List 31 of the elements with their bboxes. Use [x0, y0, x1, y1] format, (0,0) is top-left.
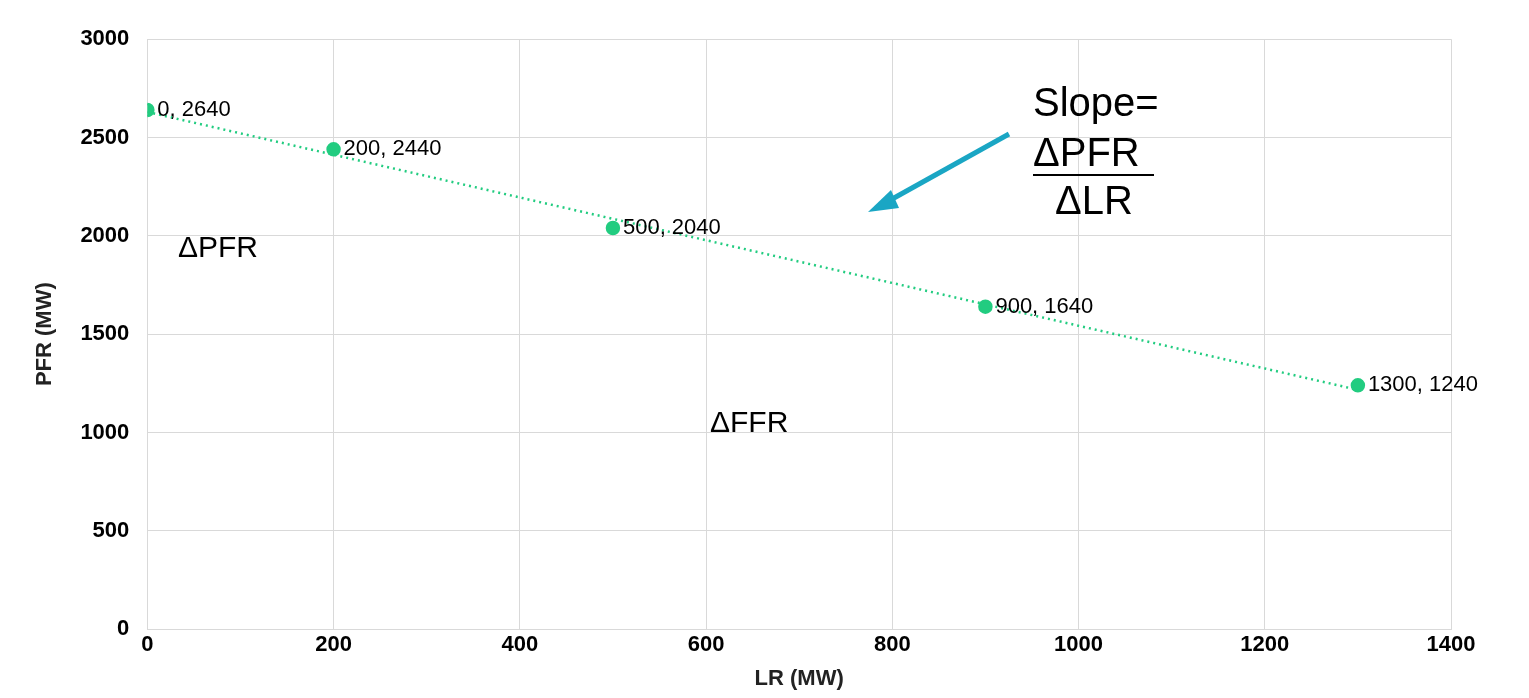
- data-label: 900, 1640: [995, 292, 1094, 318]
- x-tick-label: 1200: [1240, 631, 1290, 657]
- y-tick-label: 1000: [80, 418, 130, 444]
- data-label: 1300, 1240: [1367, 371, 1478, 397]
- data-label: 200, 2440: [343, 135, 442, 161]
- annotation: ΔPFR: [1033, 130, 1154, 176]
- annotation: ΔFFR: [710, 405, 789, 438]
- annotation: Slope=: [1033, 80, 1159, 124]
- annotation: ΔPFR: [178, 230, 259, 263]
- x-tick-label: 400: [501, 631, 539, 657]
- point: [605, 220, 621, 236]
- x-tick-label: 800: [873, 631, 911, 657]
- x-tick-label: 1000: [1054, 631, 1103, 657]
- x-tick-label: 0: [141, 631, 154, 657]
- point: [978, 299, 993, 314]
- point: [1350, 378, 1366, 393]
- annotation: ΔLR: [1055, 178, 1133, 222]
- data-label: 0, 2640: [157, 96, 231, 122]
- x-tick-label: 1400: [1426, 631, 1476, 657]
- y-tick-label: 2000: [80, 221, 130, 247]
- y-tick-label: 1500: [80, 320, 130, 346]
- y-tick-label: 500: [92, 516, 130, 542]
- data-label: 500, 2040: [622, 214, 721, 240]
- y-tick-label: 0: [117, 615, 130, 641]
- y-axis-title: PFR (MW): [31, 282, 57, 387]
- y-tick-label: 3000: [80, 25, 130, 51]
- point: [326, 142, 341, 157]
- x-tick-label: 200: [315, 631, 352, 657]
- y-tick-label: 2500: [80, 123, 130, 149]
- x-tick-label: 600: [687, 631, 725, 657]
- x-axis-title: LR (MW): [754, 664, 844, 690]
